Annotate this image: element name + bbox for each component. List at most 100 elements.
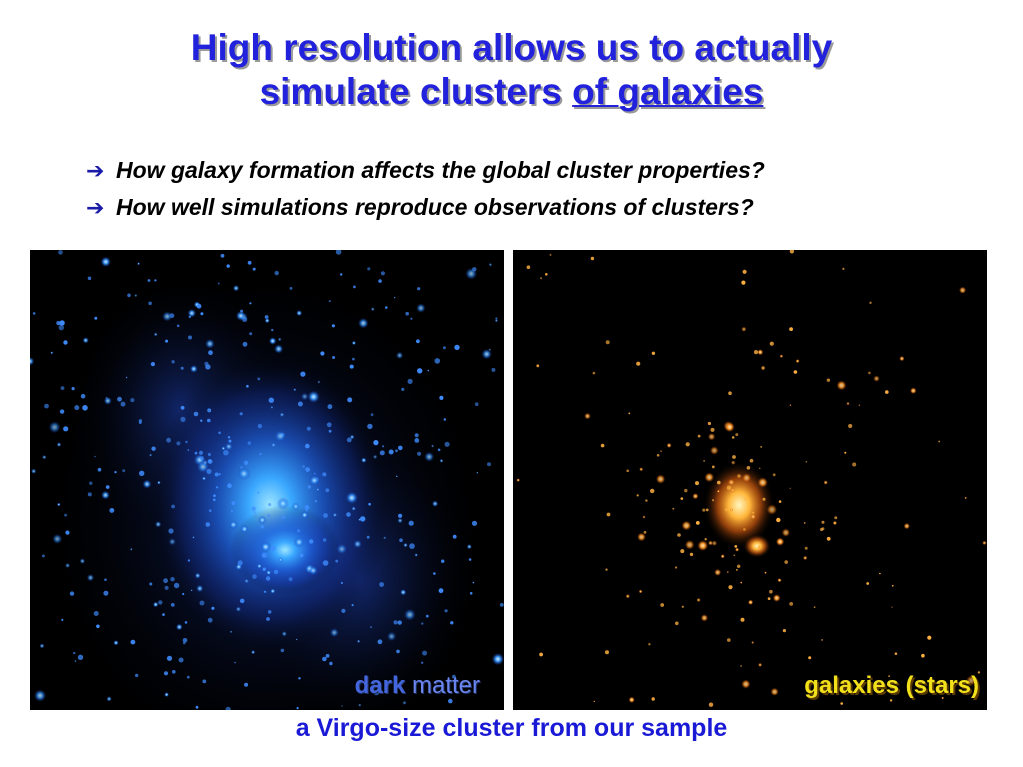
- subhalo-point: [205, 522, 211, 527]
- subhalo-point: [79, 558, 86, 564]
- subhalo-point: [192, 536, 195, 539]
- galaxy-point: [584, 412, 591, 420]
- subhalo-point: [247, 441, 251, 445]
- subhalo-point: [227, 436, 231, 439]
- subhalo-point: [150, 362, 155, 367]
- subhalo-point: [242, 341, 248, 347]
- subhalo-point: [230, 510, 234, 513]
- subhalo-point: [155, 521, 162, 528]
- galaxy-point: [836, 380, 847, 391]
- subhalo-point: [251, 650, 256, 655]
- subhalo-point: [395, 449, 398, 453]
- galaxy-point: [744, 498, 747, 501]
- subhalo-point: [274, 344, 284, 354]
- subhalo-point: [274, 270, 279, 276]
- galaxy-point: [764, 571, 767, 574]
- subhalo-point: [229, 520, 238, 530]
- subhalo-point: [129, 547, 133, 551]
- subhalo-point: [431, 500, 439, 507]
- galaxy-point: [717, 480, 721, 485]
- galaxy-point: [700, 614, 709, 622]
- subhalo-point: [288, 577, 293, 582]
- galaxy-point: [803, 522, 806, 524]
- subhalo-point: [279, 412, 285, 418]
- subhalo-point: [296, 310, 303, 317]
- subhalo-point: [358, 703, 362, 707]
- galaxy-point: [724, 507, 729, 512]
- subhalo-point: [44, 403, 49, 409]
- subhalo-point: [114, 471, 117, 474]
- galaxy-point: [605, 568, 608, 571]
- galaxy-point: [789, 602, 794, 606]
- galaxy-point: [642, 515, 646, 519]
- subhalo-point: [65, 562, 71, 569]
- subhalo-point: [110, 508, 114, 512]
- subhalo-point: [465, 685, 468, 688]
- galaxy-point: [711, 465, 715, 469]
- galaxy-point: [795, 359, 800, 364]
- subhalo-point: [298, 677, 301, 680]
- subhalo-point: [170, 603, 175, 607]
- subhalo-point: [325, 654, 330, 658]
- subhalo-point: [117, 396, 122, 402]
- galaxy-point: [675, 566, 678, 569]
- subhalo-point: [231, 501, 236, 506]
- subhalo-point: [305, 509, 308, 512]
- subhalo-point: [322, 538, 327, 542]
- galaxy-point: [656, 454, 660, 457]
- galaxy-point: [636, 361, 641, 366]
- subhalo-point: [208, 509, 212, 513]
- galaxy-point: [769, 589, 773, 594]
- subhalo-point: [281, 631, 287, 637]
- galaxy-point: [927, 635, 932, 640]
- subhalo-point: [491, 652, 504, 666]
- subhalo-point: [393, 296, 396, 299]
- subhalo-point: [472, 581, 475, 584]
- subhalo-point: [407, 378, 413, 384]
- subhalo-point: [142, 479, 152, 489]
- subhalo-point: [396, 649, 400, 654]
- galaxy-point: [660, 603, 665, 607]
- galaxies-image: galaxies (stars): [513, 250, 987, 710]
- subhalo-point: [235, 606, 242, 612]
- subhalo-point: [251, 506, 256, 512]
- subhalo-point: [416, 303, 426, 313]
- galaxy-point: [705, 508, 709, 512]
- subhalo-point: [252, 574, 257, 579]
- subhalo-point: [207, 617, 213, 623]
- galaxy-point: [710, 427, 715, 432]
- subhalo-point: [32, 312, 36, 315]
- subhalo-point: [225, 706, 231, 710]
- galaxy-point: [840, 702, 843, 705]
- subhalo-point: [320, 351, 325, 356]
- galaxy-point: [941, 696, 945, 700]
- subhalo-point: [469, 592, 473, 595]
- subhalo-point: [162, 311, 173, 322]
- galaxy-point: [734, 545, 738, 548]
- subhalo-point: [74, 405, 80, 411]
- galaxy-point: [823, 480, 828, 485]
- subhalo-point: [441, 559, 445, 563]
- galaxy-point: [761, 366, 765, 370]
- subhalo-point: [304, 505, 310, 510]
- subhalo-point: [400, 589, 407, 596]
- galaxy-point: [910, 387, 917, 394]
- subhalo-point: [313, 472, 316, 475]
- subhalo-point: [280, 648, 285, 653]
- subhalo-point: [206, 468, 212, 474]
- galaxy-point: [748, 599, 754, 605]
- galaxy-points: [516, 250, 987, 707]
- subhalo-point: [398, 513, 403, 518]
- subhalo-point: [257, 377, 261, 381]
- subhalo-point: [171, 504, 176, 509]
- subhalo-point: [444, 609, 448, 613]
- subhalo-point: [164, 585, 169, 590]
- subhalo-point: [256, 563, 263, 569]
- subhalo-point: [193, 411, 199, 417]
- subhalo-point: [452, 674, 456, 679]
- subhalo-point: [52, 533, 63, 544]
- bullet-item: ➔ How galaxy formation affects the global…: [86, 152, 765, 189]
- subhalo-point: [361, 457, 367, 463]
- galaxy-point: [592, 371, 596, 375]
- galaxy-point: [702, 508, 706, 512]
